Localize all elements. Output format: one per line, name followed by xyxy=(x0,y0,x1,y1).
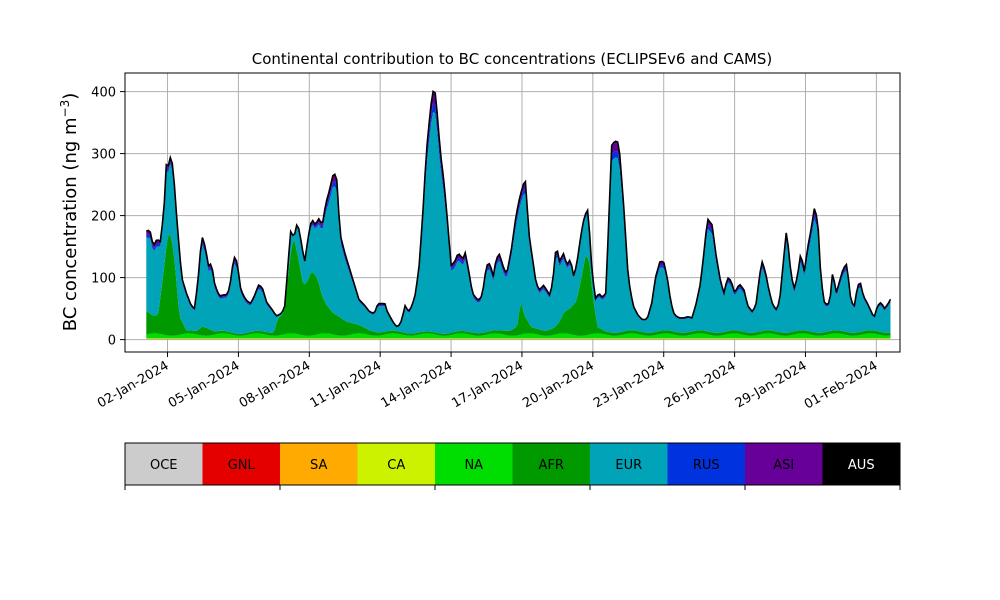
x-tick-label: 02-Jan-2024 xyxy=(95,358,172,411)
legend-label-aus: AUS xyxy=(848,458,875,473)
x-tick-label: 11-Jan-2024 xyxy=(308,358,385,411)
legend-swatch-asi xyxy=(745,443,823,485)
y-tick-label: 400 xyxy=(91,86,116,101)
x-tick-label: 05-Jan-2024 xyxy=(166,358,243,411)
x-tick-label: 08-Jan-2024 xyxy=(237,358,314,411)
legend-frame xyxy=(124,442,901,486)
legend-label-afr: AFR xyxy=(539,458,564,473)
chart-title: Continental contribution to BC concentra… xyxy=(252,50,773,68)
legend-swatch-sa xyxy=(280,443,358,485)
legend-swatch-aus xyxy=(822,443,901,485)
legend-label-na: NA xyxy=(464,458,483,473)
legend-swatch-na xyxy=(435,443,513,485)
x-tick-label: 29-Jan-2024 xyxy=(733,358,810,411)
x-tick-label: 23-Jan-2024 xyxy=(591,358,668,411)
area-afr xyxy=(146,234,891,336)
y-tick-label: 200 xyxy=(91,210,116,225)
legend-swatch-eur xyxy=(590,443,668,485)
legend-label-oce: OCE xyxy=(150,458,178,473)
legend-label-gnl: GNL xyxy=(228,458,256,473)
legend-label-asi: ASI xyxy=(773,458,794,473)
plot-frame xyxy=(124,72,901,353)
y-tick-label: 300 xyxy=(91,148,116,163)
y-tick-label: 100 xyxy=(91,272,116,287)
area-asi xyxy=(146,92,891,327)
legend-label-sa: SA xyxy=(310,458,327,473)
y-axis: 0 100 200 300 400 xyxy=(91,86,125,349)
y-axis-label: BC concentration (ng m−3) xyxy=(58,93,81,332)
y-tick-label: 0 xyxy=(108,334,116,349)
legend-label-rus: RUS xyxy=(693,458,720,473)
legend-swatch-afr xyxy=(512,443,591,485)
total-outline xyxy=(146,89,892,328)
color-legend: OCE GNL SA CA NA AFR EUR RUS ASI AUS xyxy=(124,442,901,490)
legend-swatch-ca xyxy=(357,443,436,485)
x-tick-label: 14-Jan-2024 xyxy=(378,358,455,411)
legend-swatch-gnl xyxy=(202,443,281,485)
legend-swatch-oce xyxy=(125,443,203,485)
stacked-areas xyxy=(146,91,891,340)
legend-label-eur: EUR xyxy=(615,458,642,473)
area-na xyxy=(146,333,891,339)
x-tick-label: 26-Jan-2024 xyxy=(662,358,739,411)
x-tick-label: 17-Jan-2024 xyxy=(449,358,526,411)
area-ca xyxy=(146,338,891,339)
x-axis: 02-Jan-202405-Jan-202408-Jan-202411-Jan-… xyxy=(95,352,880,412)
x-tick-label: 20-Jan-2024 xyxy=(520,358,597,411)
legend-swatch-rus xyxy=(667,443,746,485)
area-eur xyxy=(146,111,891,334)
x-tick-label: 01-Feb-2024 xyxy=(802,358,881,412)
legend-label-ca: CA xyxy=(387,458,405,473)
